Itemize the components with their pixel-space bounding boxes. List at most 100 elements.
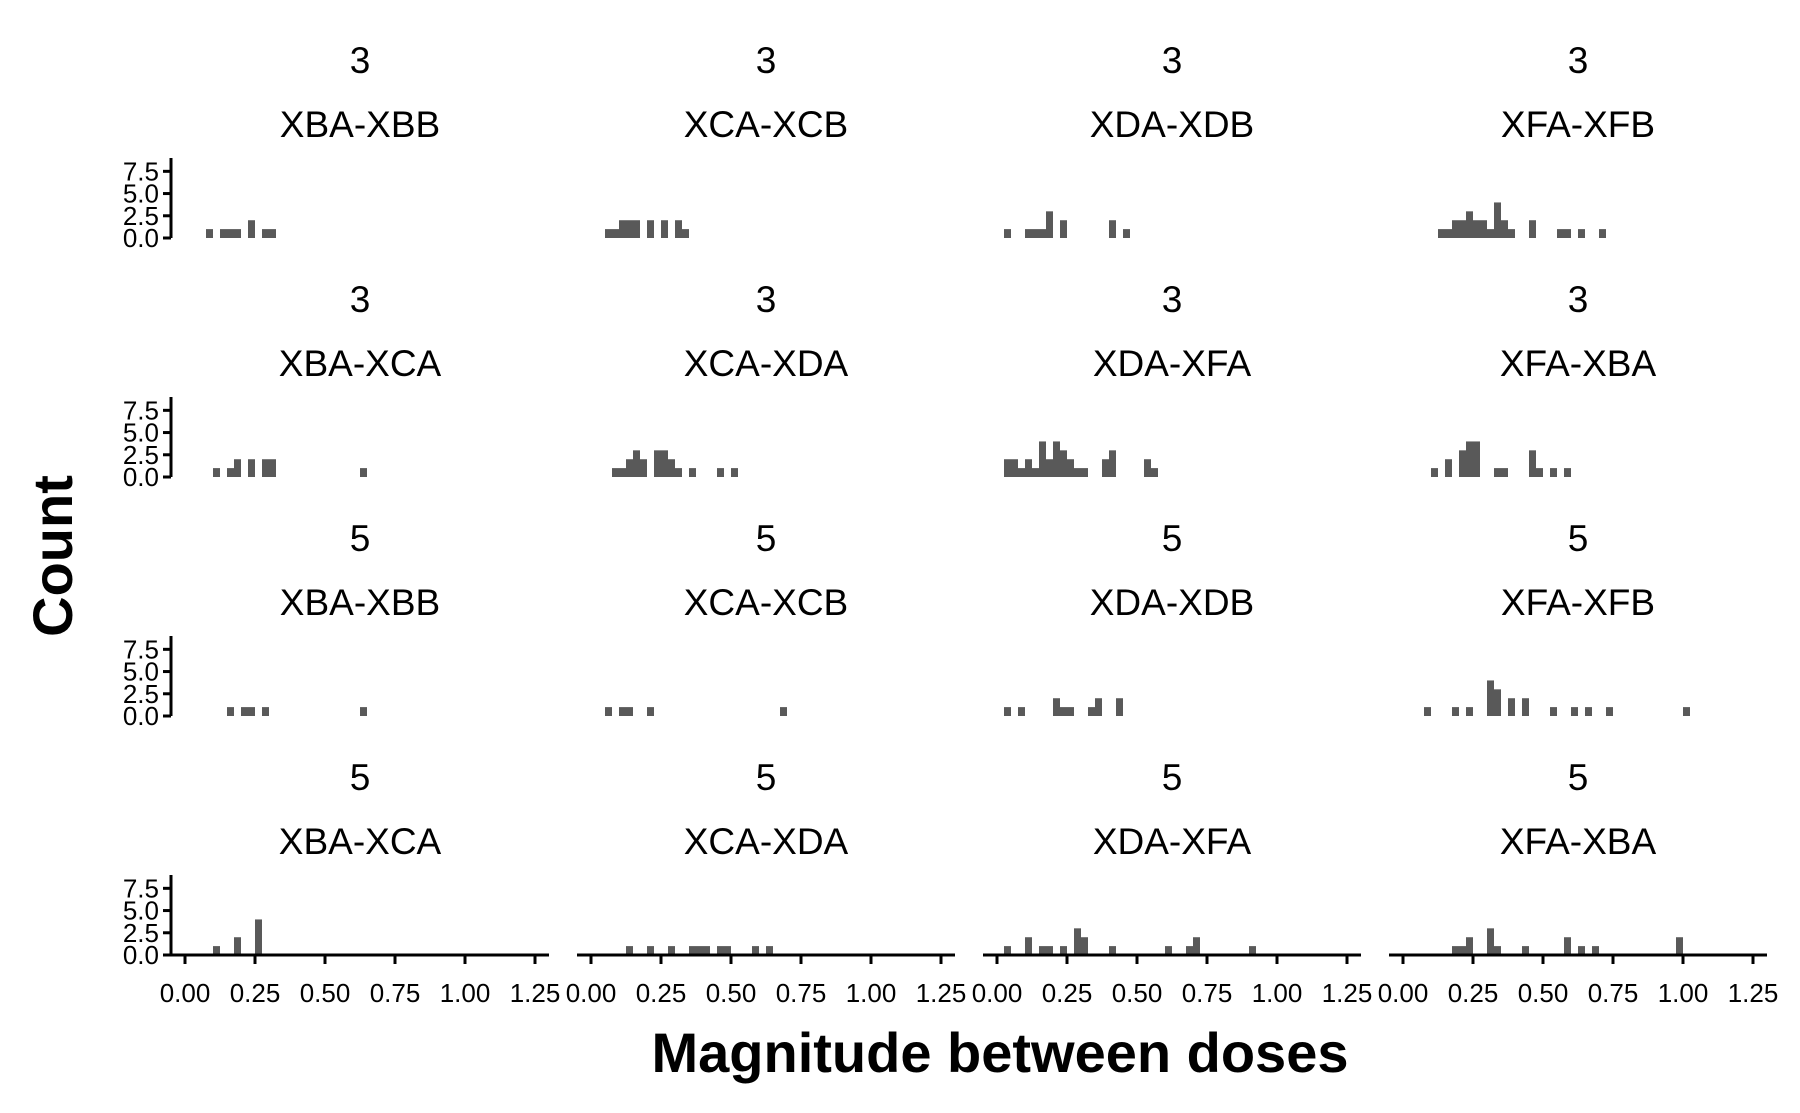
- histogram-bar: [1193, 937, 1200, 955]
- panel-title: XDA-XDB: [1090, 104, 1254, 145]
- histogram-bar: [262, 707, 269, 716]
- histogram-bar: [1060, 220, 1067, 238]
- histogram-bar: [1578, 229, 1585, 238]
- panel-group-label: 5: [1162, 757, 1183, 798]
- panel-group-label: 3: [756, 40, 777, 81]
- histogram-bar: [633, 220, 640, 238]
- histogram-bar: [1081, 468, 1088, 477]
- histogram-bar: [1011, 459, 1018, 477]
- histogram-bar: [703, 946, 710, 955]
- histogram-bar: [1550, 707, 1557, 716]
- histogram-bar: [1249, 946, 1256, 955]
- panel-group-label: 5: [1162, 518, 1183, 559]
- y-tick-label: 5.0: [123, 657, 159, 687]
- panel-title: XFA-XFB: [1501, 582, 1655, 623]
- histogram-bar: [1459, 946, 1466, 955]
- histogram-bar: [1025, 459, 1032, 477]
- histogram-bar: [689, 946, 696, 955]
- panel-title: XFA-XBA: [1500, 343, 1657, 384]
- histogram-bar: [668, 946, 675, 955]
- panel-title: XDA-XFA: [1093, 343, 1252, 384]
- x-tick-label: 0.50: [706, 978, 757, 1008]
- x-axes-group: 0.00 0.25 0.50 0.75 1.00 1.25 0.00 0.25 0.50 0.75…: [160, 953, 1779, 1008]
- histogram-bar: [1508, 229, 1515, 238]
- panel-group-label: 5: [1568, 518, 1589, 559]
- panels-group: 3 XBA-XBB 3 XCA-XCB 3 XDA-XDB 3 XFA-XFB 3 XBA-XCA…: [206, 40, 1690, 955]
- y-tick-label: 0.0: [123, 223, 159, 253]
- histogram-bar: [1606, 707, 1613, 716]
- panel: 5 XCA-XCB: [605, 518, 848, 716]
- x-tick-label: 1.25: [510, 978, 561, 1008]
- histogram-bar: [1109, 220, 1116, 238]
- histogram-bar: [1501, 220, 1508, 238]
- panel: 3 XDA-XFA: [1004, 279, 1251, 477]
- histogram-bar: [626, 946, 633, 955]
- histogram-bar: [234, 459, 241, 477]
- panel-title: XFA-XFB: [1501, 104, 1655, 145]
- histogram-bar: [1039, 946, 1046, 955]
- histogram-bar: [1466, 211, 1473, 238]
- histogram-bar: [1529, 220, 1536, 238]
- histogram-bar: [1431, 468, 1438, 477]
- histogram-bar: [1032, 468, 1039, 477]
- y-tick-label: 0.0: [123, 940, 159, 970]
- histogram-bar: [1060, 450, 1067, 477]
- panel: 3 XBA-XCA: [213, 279, 442, 477]
- histogram-bar: [1151, 468, 1158, 477]
- x-tick-label: 0.00: [1378, 978, 1429, 1008]
- histogram-bar: [1473, 441, 1480, 477]
- histogram-bar: [612, 468, 619, 477]
- panel-title: XBA-XBB: [280, 104, 440, 145]
- y-tick-label: 7.5: [123, 395, 159, 425]
- histogram-bar: [619, 468, 626, 477]
- histogram-bar: [731, 468, 738, 477]
- histogram-bar: [227, 229, 234, 238]
- histogram-bar: [1004, 946, 1011, 955]
- histogram-bar: [647, 220, 654, 238]
- histogram-bar: [1186, 946, 1193, 955]
- x-tick-label: 0.50: [300, 978, 351, 1008]
- histogram-bar: [1564, 229, 1571, 238]
- histogram-bar: [1473, 220, 1480, 238]
- histogram-bar: [1116, 698, 1123, 716]
- histogram-bar: [661, 450, 668, 477]
- y-axes-group: 0.02.55.07.50.02.55.07.50.02.55.07.50.02…: [123, 156, 173, 970]
- histogram-bar: [241, 707, 248, 716]
- histogram-bar: [633, 450, 640, 477]
- histogram-bar: [1053, 698, 1060, 716]
- histogram-bar: [696, 946, 703, 955]
- histogram-bar: [675, 468, 682, 477]
- histogram-bar: [1522, 946, 1529, 955]
- histogram-bar: [1438, 229, 1445, 238]
- y-tick-label: 0.0: [123, 701, 159, 731]
- histogram-bar: [752, 946, 759, 955]
- histogram-bar: [647, 707, 654, 716]
- histogram-bar: [619, 220, 626, 238]
- histogram-bar: [1536, 468, 1543, 477]
- x-tick-label: 1.25: [1728, 978, 1779, 1008]
- panel-title: XCA-XDA: [684, 343, 849, 384]
- y-tick-label: 5.0: [123, 418, 159, 448]
- histogram-bar: [227, 468, 234, 477]
- histogram-bar: [717, 468, 724, 477]
- panel: 5 XDA-XFA: [1004, 757, 1256, 955]
- x-tick-label: 0.75: [1588, 978, 1639, 1008]
- histogram-bar: [1018, 707, 1025, 716]
- histogram-bar: [1452, 220, 1459, 238]
- histogram-bar: [1459, 220, 1466, 238]
- histogram-bar: [1501, 468, 1508, 477]
- panel: 5 XFA-XFB: [1424, 518, 1690, 716]
- panel-title: XCA-XDA: [684, 821, 849, 862]
- histogram-bar: [1522, 698, 1529, 716]
- panel: 5 XDA-XDB: [1004, 518, 1254, 716]
- histogram-bar: [1088, 707, 1095, 716]
- histogram-bar: [1487, 680, 1494, 716]
- histogram-bar: [213, 468, 220, 477]
- panel-title: XDA-XDB: [1090, 582, 1254, 623]
- histogram-bar: [1067, 459, 1074, 477]
- histogram-bar: [668, 459, 675, 477]
- histogram-bar: [1592, 946, 1599, 955]
- histogram-bar: [360, 468, 367, 477]
- panel-group-label: 5: [1568, 757, 1589, 798]
